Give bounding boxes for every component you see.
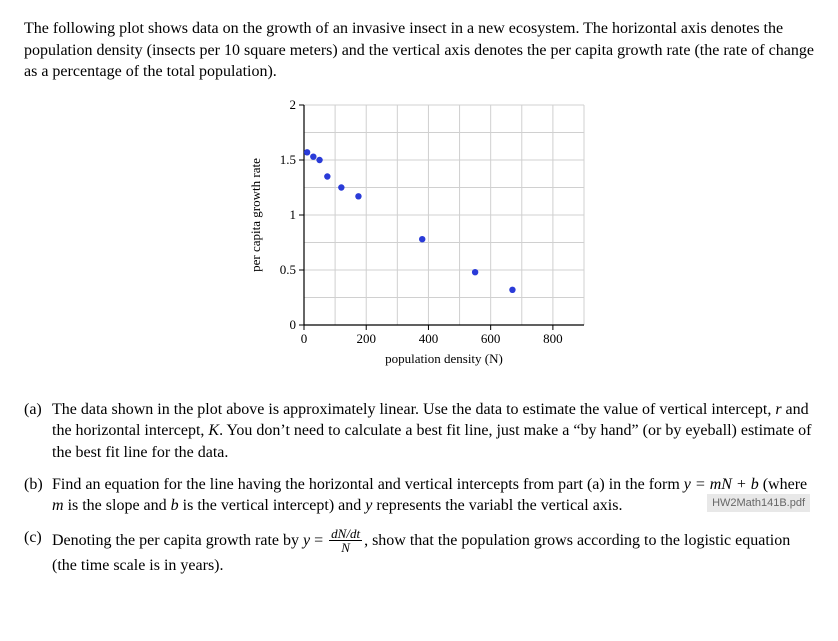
question-b-label: (b) — [24, 474, 52, 517]
qb-text-6: the vertical axis. — [517, 497, 622, 514]
scatter-chart: 0 200 400 600 800 0 0.5 1 1.5 2 population density… — [234, 95, 604, 375]
svg-text:600: 600 — [481, 331, 501, 346]
question-c-body: Denoting the per capita growth rate by y… — [52, 527, 814, 577]
svg-text:1.5: 1.5 — [280, 152, 296, 167]
qc-frac-num: dN/dt — [329, 527, 362, 542]
qb-text-1: Find an equation for the line having the… — [52, 476, 684, 493]
svg-text:per capita growth rate: per capita growth rate — [248, 158, 263, 272]
question-b: (b) Find an equation for the line having… — [24, 474, 814, 517]
question-c: (c) Denoting the per capita growth rate … — [24, 527, 814, 577]
qc-eq-pre: = — [310, 532, 327, 549]
qb-text-5: represents the variabl — [372, 497, 513, 514]
svg-text:1: 1 — [290, 207, 297, 222]
pdf-badge: HW2Math141B.pdf — [707, 494, 810, 513]
qb-text-2: (where — [759, 476, 807, 493]
question-c-label: (c) — [24, 527, 52, 577]
svg-text:0: 0 — [301, 331, 308, 346]
question-a-body: The data shown in the plot above is appr… — [52, 399, 814, 464]
qc-frac-den: N — [329, 541, 362, 555]
svg-text:800: 800 — [543, 331, 563, 346]
svg-text:400: 400 — [419, 331, 439, 346]
qb-m: m — [52, 497, 64, 514]
qb-text-3: is the slope and — [64, 497, 171, 514]
svg-text:0: 0 — [290, 317, 297, 332]
question-a: (a) The data shown in the plot above is … — [24, 399, 814, 464]
qb-b: b — [171, 497, 179, 514]
question-a-label: (a) — [24, 399, 52, 464]
intro-paragraph: The following plot shows data on the gro… — [24, 18, 814, 83]
questions-list: (a) The data shown in the plot above is … — [24, 399, 814, 577]
svg-text:2: 2 — [290, 97, 297, 112]
svg-text:0.5: 0.5 — [280, 262, 296, 277]
qc-fraction: dN/dtN — [329, 527, 362, 555]
qa-text-1: The data shown in the plot above is appr… — [52, 401, 775, 418]
qc-text-1: Denoting the per capita growth rate by — [52, 532, 303, 549]
qb-text-4: is the vertical intercept) and — [179, 497, 366, 514]
svg-text:200: 200 — [356, 331, 376, 346]
qa-K: K — [208, 422, 219, 439]
chart-container: 0 200 400 600 800 0 0.5 1 1.5 2 population density… — [24, 95, 814, 375]
svg-text:population density (N): population density (N) — [385, 351, 503, 366]
question-b-body: Find an equation for the line having the… — [52, 474, 814, 517]
qb-eq: y = mN + b — [684, 476, 759, 493]
